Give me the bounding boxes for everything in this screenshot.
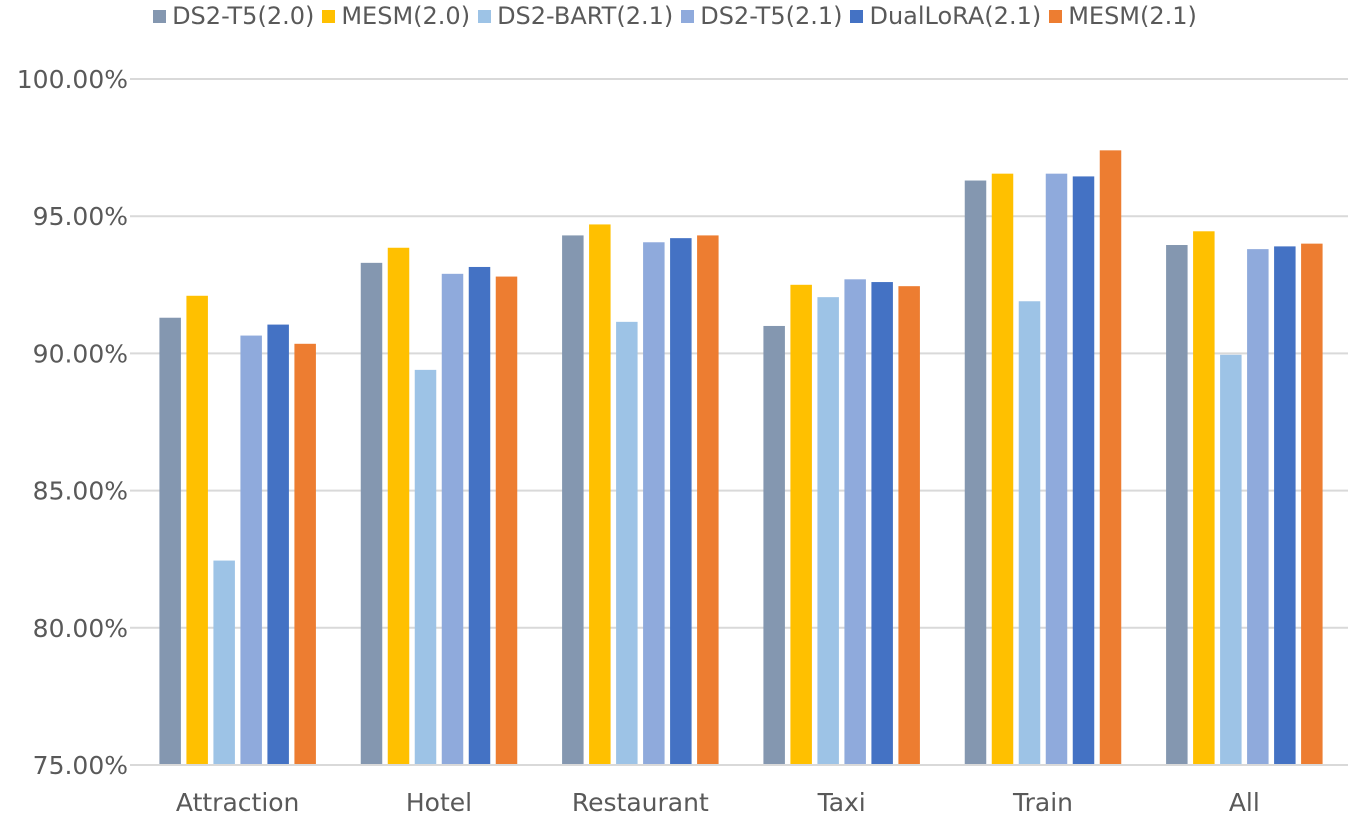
legend-label: DS2-T5(2.1)	[700, 2, 843, 30]
legend-swatch	[478, 9, 492, 23]
y-tick-label: 95.00%	[33, 202, 128, 231]
bar	[562, 235, 584, 765]
bar	[1099, 150, 1122, 765]
bar	[1247, 249, 1269, 766]
bar	[697, 235, 719, 765]
legend: DS2-T5(2.0) MESM(2.0) DS2-BART(2.1) DS2-T5(…	[0, 0, 1350, 32]
legend-item: DualLoRA(2.1)	[850, 2, 1041, 30]
bar	[1220, 354, 1242, 765]
bar	[670, 238, 692, 766]
bar	[441, 273, 464, 765]
bar	[159, 317, 181, 765]
bar	[1301, 243, 1323, 765]
bar	[589, 224, 611, 765]
y-tick-label: 80.00%	[33, 614, 128, 643]
bar	[844, 279, 866, 765]
legend-item: DS2-T5(2.0)	[153, 2, 314, 30]
x-tick-label: Train	[1012, 788, 1073, 813]
legend-label: DualLoRA(2.1)	[869, 2, 1042, 30]
x-tick-label: All	[1229, 788, 1260, 813]
bar	[267, 324, 289, 765]
legend-item: DS2-BART(2.1)	[478, 2, 673, 30]
bar	[468, 266, 491, 765]
bar	[1274, 246, 1296, 765]
legend-swatch	[322, 9, 336, 23]
x-tick-label: Hotel	[406, 788, 472, 813]
x-tick-label: Attraction	[176, 788, 300, 813]
y-tick-label: 75.00%	[33, 751, 128, 780]
y-tick-label: 85.00%	[33, 477, 128, 506]
bar	[817, 297, 839, 765]
x-tick-label: Taxi	[817, 788, 866, 813]
bar	[1072, 176, 1095, 766]
bar	[616, 321, 638, 765]
legend-label: DS2-BART(2.1)	[497, 2, 674, 30]
bar	[964, 180, 987, 765]
bar	[360, 262, 383, 765]
y-tick-label: 100.00%	[17, 65, 128, 94]
x-tick-label: Restaurant	[572, 788, 709, 813]
bar	[186, 295, 208, 765]
bar	[898, 286, 920, 765]
bar	[790, 284, 812, 765]
bar	[1018, 301, 1041, 765]
legend-swatch	[681, 9, 695, 23]
legend-swatch	[1049, 9, 1063, 23]
bar	[213, 560, 235, 765]
bar	[643, 242, 665, 765]
bar	[1045, 173, 1068, 766]
bar	[1193, 231, 1215, 766]
bar	[1166, 245, 1188, 766]
bar	[294, 343, 316, 765]
bar	[495, 276, 518, 765]
bar	[871, 282, 893, 765]
legend-label: MESM(2.1)	[1068, 2, 1197, 30]
bar	[991, 173, 1014, 766]
bar	[414, 369, 437, 765]
legend-swatch	[153, 9, 167, 23]
bar	[387, 247, 410, 766]
legend-label: MESM(2.0)	[341, 2, 471, 30]
legend-item: DS2-T5(2.1)	[681, 2, 842, 30]
legend-swatch	[850, 9, 864, 23]
legend-item: MESM(2.0)	[322, 2, 470, 30]
y-tick-label: 90.00%	[33, 339, 128, 368]
bar	[763, 325, 785, 765]
legend-item: MESM(2.1)	[1049, 2, 1197, 30]
bar	[240, 335, 262, 765]
legend-label: DS2-T5(2.0)	[172, 2, 315, 30]
